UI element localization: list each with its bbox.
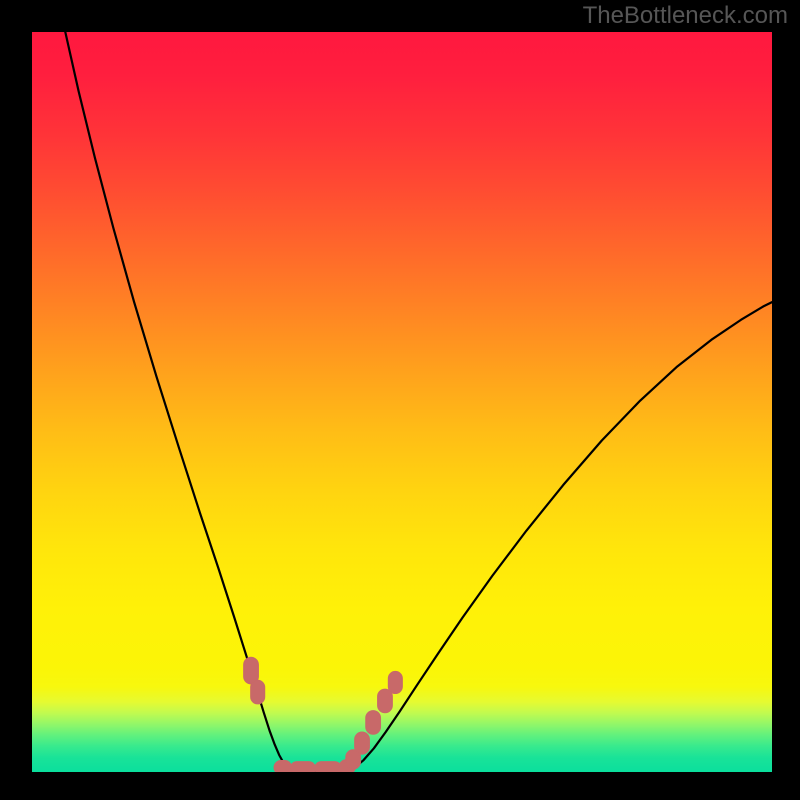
valley-marker [274,761,292,772]
valley-marker [290,762,315,772]
watermark-text: TheBottleneck.com [583,2,788,30]
valley-marker [378,689,393,713]
valley-marker [366,711,381,735]
valley-marker [388,671,402,693]
valley-marker [355,732,370,754]
bottleneck-chart [32,32,772,772]
valley-marker [315,762,342,772]
gradient-background [32,32,772,772]
valley-marker [251,680,265,704]
stage: TheBottleneck.com [0,0,800,800]
